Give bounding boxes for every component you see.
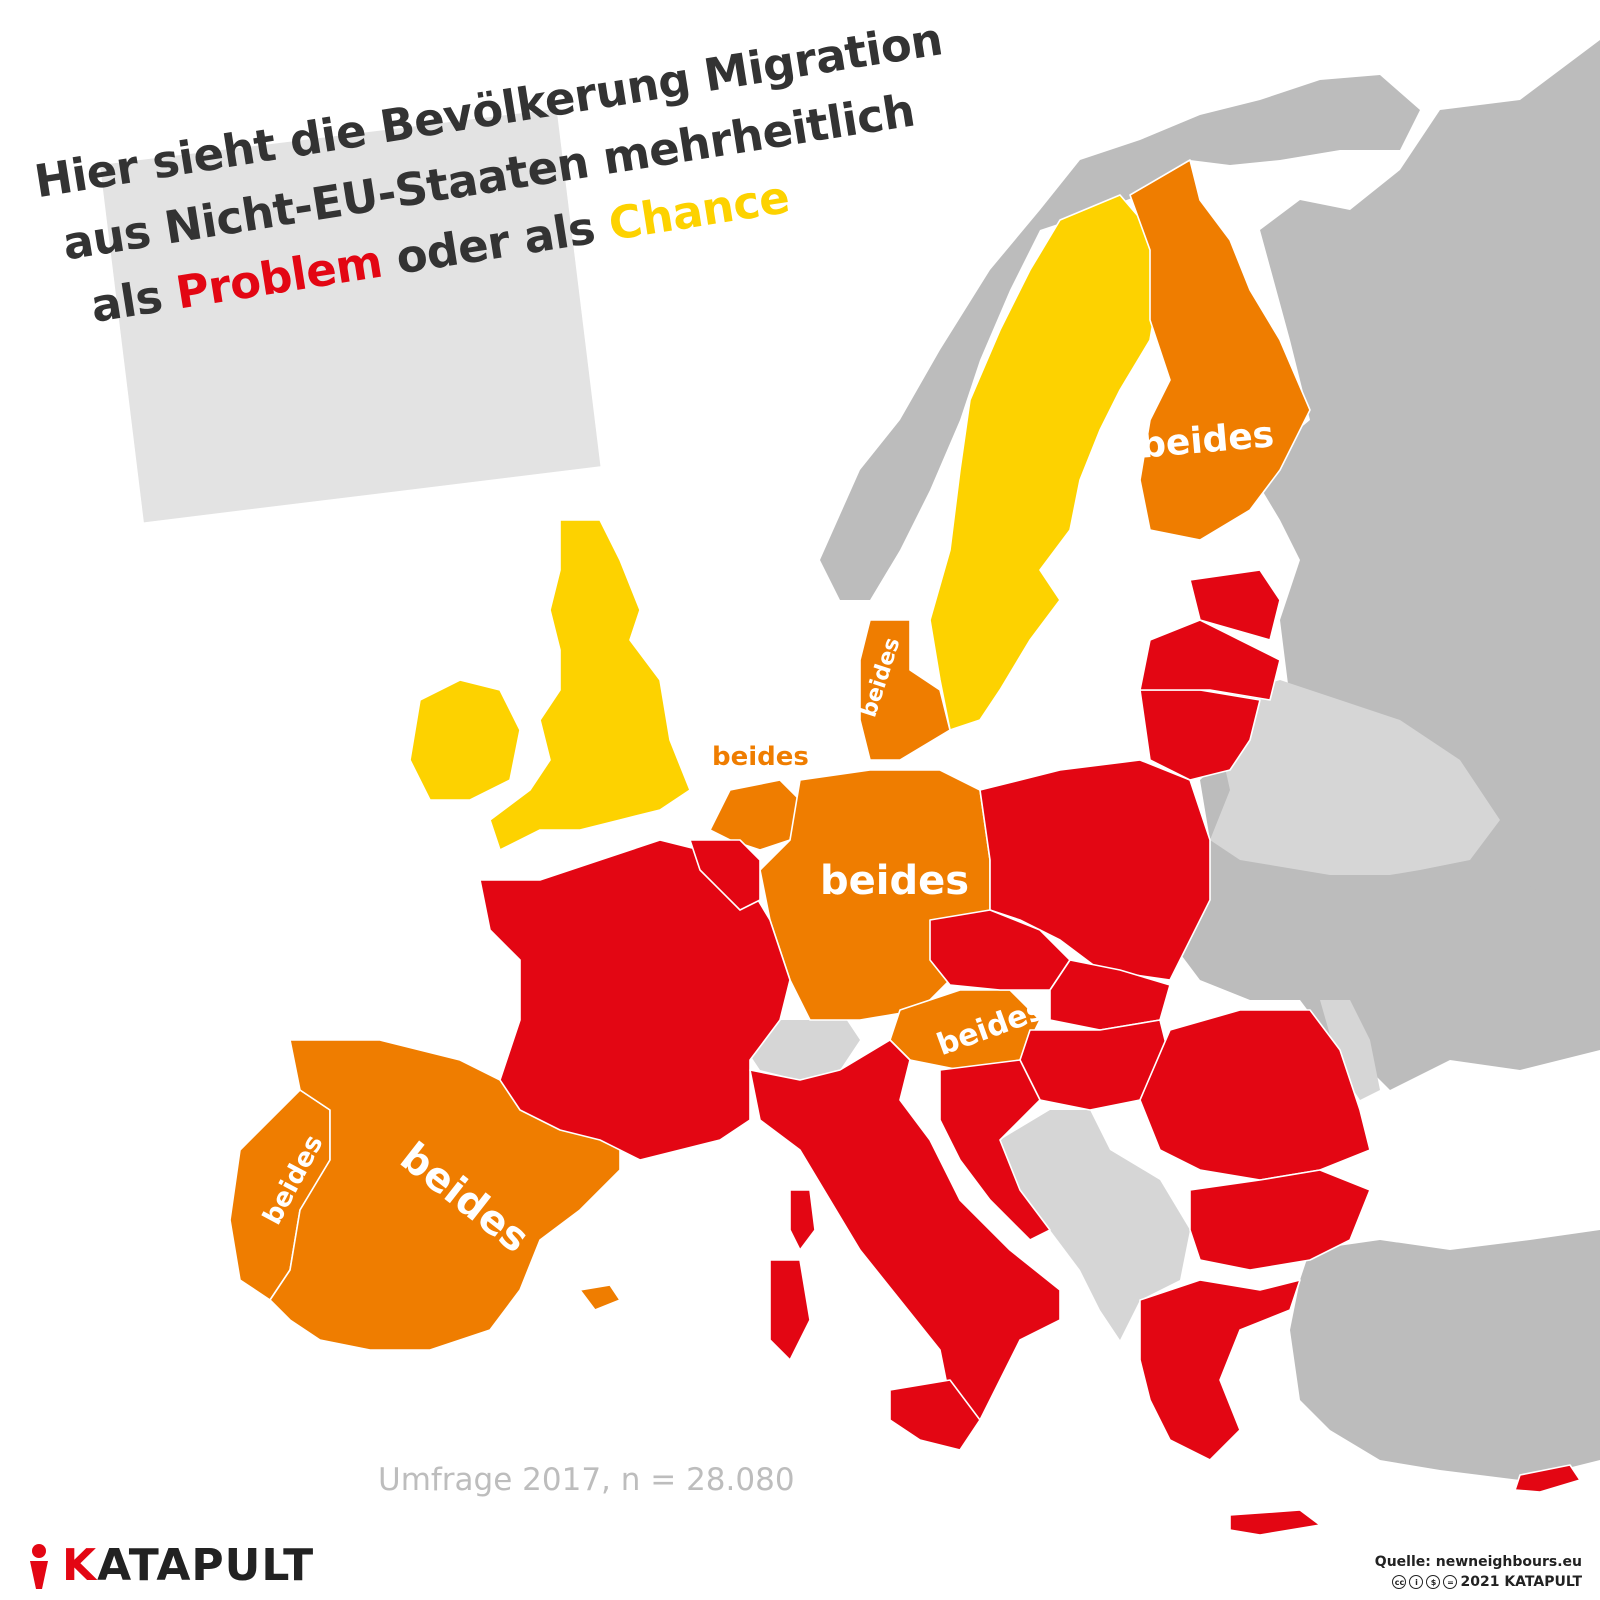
source-line: Quelle: newneighbours.eu (1374, 1554, 1582, 1570)
region-crete (1229, 1509, 1321, 1536)
region-moldova (1320, 1000, 1380, 1100)
source-credit: Quelle: newneighbours.eu cc i $ = 2021 K… (1375, 1552, 1582, 1592)
region-slovakia (1049, 959, 1171, 1031)
region-belgium (689, 839, 761, 911)
region-ireland (409, 679, 521, 801)
copyright-text: 2021 KATAPULT (1460, 1574, 1582, 1590)
logo-text-rest: ATAPULT (97, 1540, 315, 1591)
region-lithuania (1139, 689, 1261, 781)
region-netherlands (709, 779, 801, 851)
region-united-kingdom (489, 519, 691, 851)
region-turkey (1290, 1230, 1600, 1480)
catapult-icon (30, 1543, 48, 1589)
region-greece (1139, 1279, 1301, 1461)
region-corsica (789, 1189, 816, 1251)
region-italy (749, 1039, 1061, 1421)
region-balearic (579, 1284, 621, 1311)
region-ukraine (1170, 870, 1600, 1090)
region-norway (820, 75, 1420, 600)
nc-icon: $ (1426, 1575, 1441, 1589)
region-western-balkans (1000, 1110, 1190, 1340)
region-romania (1139, 1009, 1371, 1181)
logo-letter-k: K (62, 1540, 98, 1591)
region-belarus-ukraine (1210, 680, 1500, 880)
survey-note: Umfrage 2017, n = 28.080 (378, 1462, 795, 1498)
label-germany: beides (820, 858, 970, 904)
region-bulgaria (1189, 1169, 1371, 1271)
by-icon: i (1409, 1575, 1424, 1589)
region-sweden (929, 194, 1161, 731)
region-estonia (1189, 569, 1281, 641)
region-france (479, 839, 791, 1161)
region-slovenia-croatia (939, 1059, 1051, 1241)
license-row: cc i $ = 2021 KATAPULT (1375, 1572, 1582, 1592)
label-netherlands: beides (712, 742, 809, 772)
region-denmark (859, 619, 951, 761)
region-sardinia (769, 1259, 811, 1361)
katapult-logo: KATAPULT (20, 1540, 314, 1591)
region-sicily (889, 1379, 981, 1451)
title-word-als: als (87, 269, 166, 334)
nd-icon: = (1443, 1575, 1458, 1589)
region-cyprus (1514, 1464, 1581, 1493)
region-latvia (1139, 619, 1281, 701)
cc-icon: cc (1392, 1575, 1407, 1589)
region-finland (1129, 159, 1311, 541)
logo-text: KATAPULT (62, 1540, 314, 1591)
